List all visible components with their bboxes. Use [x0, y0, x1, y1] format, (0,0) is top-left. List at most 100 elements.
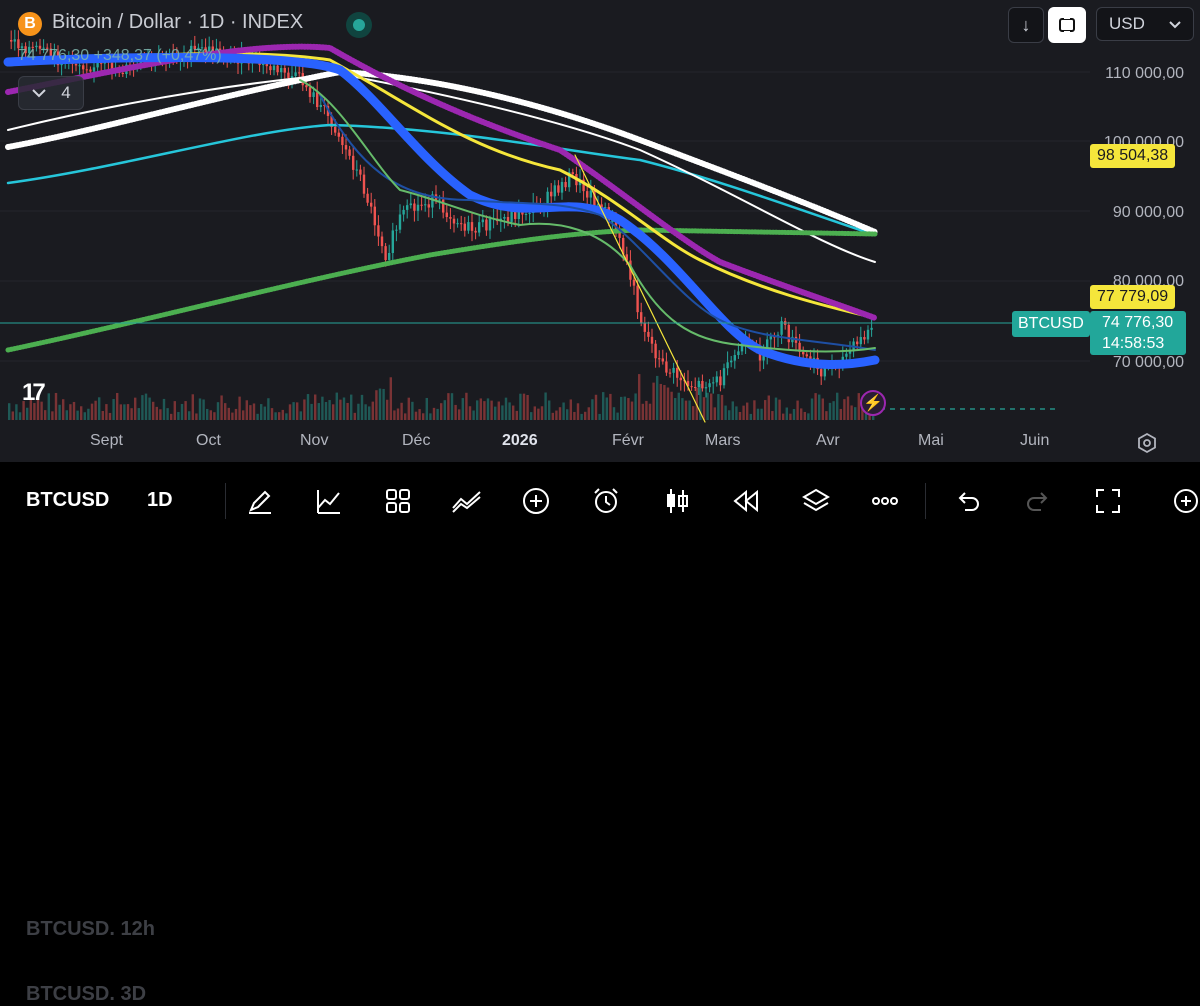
- candle-body: [388, 252, 391, 261]
- volume-bar: [504, 397, 508, 420]
- volume-bar: [69, 404, 72, 420]
- volume-bar: [796, 400, 799, 420]
- candle-body: [787, 324, 790, 343]
- volume-bar: [602, 392, 605, 420]
- currency-select[interactable]: USD: [1096, 7, 1194, 41]
- undo-button[interactable]: [950, 484, 986, 518]
- auto-scale-button[interactable]: [1048, 7, 1086, 43]
- volume-bar: [836, 392, 839, 420]
- candle-body: [762, 354, 765, 361]
- candle-body: [337, 132, 340, 137]
- timeframe-selector[interactable]: 1D: [147, 489, 173, 511]
- candle-body: [200, 47, 204, 49]
- chart-type-button[interactable]: [659, 484, 695, 518]
- add-button[interactable]: [518, 484, 554, 518]
- symbol-picker-item-next[interactable]: BTCUSD. 3D: [26, 983, 147, 1005]
- zoom-button[interactable]: [1170, 484, 1200, 518]
- time-axis-label: Févr: [612, 432, 644, 449]
- candle-body: [722, 368, 726, 386]
- volume-bar: [126, 404, 130, 420]
- volume-bar: [692, 406, 695, 420]
- compare-button[interactable]: [449, 484, 485, 518]
- volume-bar: [18, 412, 22, 420]
- symbol-picker-item-prev[interactable]: BTCUSD. 12h: [26, 918, 155, 940]
- volume-bar: [249, 405, 252, 420]
- volume-bar: [270, 408, 274, 420]
- indicators-toggle[interactable]: 4: [18, 76, 84, 110]
- volume-bar: [396, 408, 400, 420]
- redo-button[interactable]: [1020, 484, 1056, 518]
- volume-bar: [324, 402, 328, 420]
- candle-body: [625, 254, 628, 261]
- volume-bar: [800, 408, 803, 420]
- volume-bar: [83, 412, 86, 420]
- volume-bar: [339, 399, 342, 420]
- candle-body: [402, 209, 405, 215]
- volume-bar: [303, 399, 306, 420]
- candle-body: [478, 222, 481, 233]
- volume-bar: [98, 397, 101, 420]
- volume-bar: [580, 413, 583, 420]
- candle-body: [323, 104, 326, 107]
- volume-bar: [706, 392, 709, 420]
- volume-bar: [573, 411, 576, 420]
- candle-body: [319, 104, 322, 108]
- more-button[interactable]: [867, 484, 903, 518]
- volume-bar: [47, 393, 50, 420]
- market-status-icon[interactable]: [346, 12, 372, 38]
- indicators-count: 4: [61, 83, 71, 102]
- chevron-down-icon: [31, 83, 47, 103]
- candle-body: [553, 185, 556, 197]
- volume-bar: [818, 394, 821, 420]
- candle-body: [571, 172, 574, 174]
- volume-bar: [51, 411, 54, 420]
- volume-bar: [213, 412, 216, 420]
- price-axis-label: 90 000,00: [1112, 204, 1184, 221]
- scroll-to-latest-button[interactable]: ↓: [1008, 7, 1044, 43]
- volume-bar: [699, 383, 702, 420]
- volume-bar: [425, 397, 428, 420]
- candle-body: [100, 62, 103, 64]
- time-axis-label: Déc: [402, 432, 431, 449]
- candle-body: [370, 202, 373, 207]
- layouts-button[interactable]: [380, 484, 416, 518]
- candle-body: [341, 136, 344, 146]
- symbol-selector[interactable]: BTCUSD: [26, 489, 110, 511]
- candle-body: [568, 172, 571, 188]
- volume-bar: [440, 403, 443, 420]
- volume-bar: [94, 400, 97, 420]
- chart-settings-icon[interactable]: [1136, 432, 1158, 459]
- candle-body: [359, 169, 362, 175]
- replay-button[interactable]: [728, 484, 764, 518]
- volume-bar: [533, 406, 536, 420]
- candle-body: [283, 67, 286, 73]
- current-price: 74 776,30: [1102, 314, 1174, 331]
- candle-body: [823, 367, 826, 377]
- volume-bar: [634, 393, 637, 420]
- volume-bar: [465, 392, 468, 420]
- volume-bar: [274, 412, 277, 420]
- volume-bar: [335, 392, 338, 420]
- volume-bar: [515, 410, 518, 420]
- volume-bar: [731, 401, 734, 420]
- lightning-icon[interactable]: ⚡: [860, 390, 886, 416]
- volume-bar: [839, 408, 842, 420]
- volume-bar: [641, 403, 644, 420]
- drawing-tool-button[interactable]: [242, 484, 278, 518]
- chart-area[interactable]: B Bitcoin / Dollar · 1D · INDEX 74 776,3…: [0, 0, 1200, 462]
- candle-body: [409, 203, 412, 206]
- alert-button[interactable]: [588, 484, 624, 518]
- volume-bar: [810, 398, 814, 420]
- volume-bar: [760, 408, 763, 420]
- volume-bar: [688, 400, 691, 420]
- price-chart[interactable]: [0, 0, 1200, 462]
- volume-bar: [670, 391, 673, 420]
- object-tree-button[interactable]: [798, 484, 834, 518]
- candle-body: [445, 212, 448, 218]
- volume-bar: [735, 406, 738, 420]
- chart-title[interactable]: Bitcoin / Dollar · 1D · INDEX: [52, 11, 304, 33]
- indicators-button[interactable]: [311, 484, 347, 518]
- candle-body: [528, 212, 531, 214]
- fullscreen-button[interactable]: [1090, 484, 1126, 518]
- candle-body: [42, 47, 45, 49]
